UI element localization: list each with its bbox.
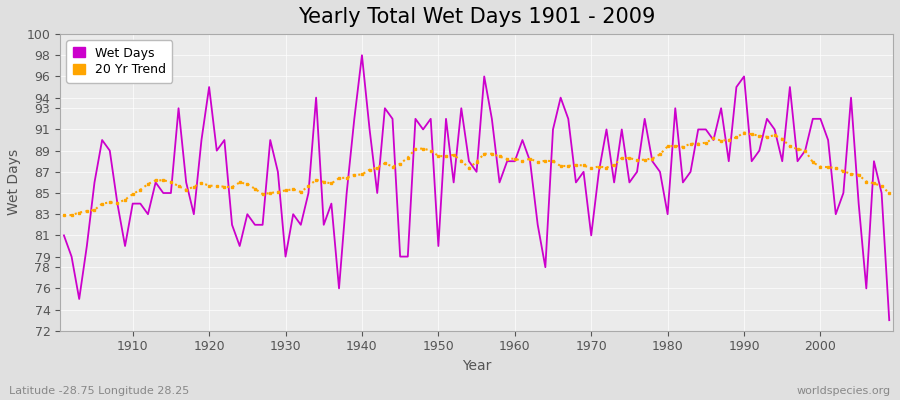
X-axis label: Year: Year — [462, 359, 491, 373]
Wet Days — [517, 138, 527, 142]
20 Yr Trend — [120, 197, 130, 202]
Wet Days — [356, 53, 367, 58]
Wet Days — [509, 159, 520, 164]
Legend: Wet Days, 20 Yr Trend: Wet Days, 20 Yr Trend — [67, 40, 172, 82]
Line: 20 Yr Trend: 20 Yr Trend — [62, 131, 891, 216]
Line: Wet Days: Wet Days — [64, 55, 889, 320]
20 Yr Trend — [334, 176, 345, 180]
Text: worldspecies.org: worldspecies.org — [796, 386, 891, 396]
20 Yr Trend — [288, 187, 299, 192]
Wet Days — [608, 180, 619, 185]
20 Yr Trend — [58, 213, 69, 218]
20 Yr Trend — [509, 156, 520, 161]
20 Yr Trend — [739, 130, 750, 135]
Wet Days — [884, 318, 895, 322]
20 Yr Trend — [601, 165, 612, 170]
Title: Yearly Total Wet Days 1901 - 2009: Yearly Total Wet Days 1901 - 2009 — [298, 7, 655, 27]
20 Yr Trend — [501, 157, 512, 162]
Y-axis label: Wet Days: Wet Days — [7, 149, 21, 216]
Text: Latitude -28.75 Longitude 28.25: Latitude -28.75 Longitude 28.25 — [9, 386, 189, 396]
Wet Days — [334, 286, 345, 291]
Wet Days — [120, 244, 130, 248]
Wet Days — [58, 233, 69, 238]
Wet Days — [288, 212, 299, 217]
20 Yr Trend — [884, 191, 895, 196]
